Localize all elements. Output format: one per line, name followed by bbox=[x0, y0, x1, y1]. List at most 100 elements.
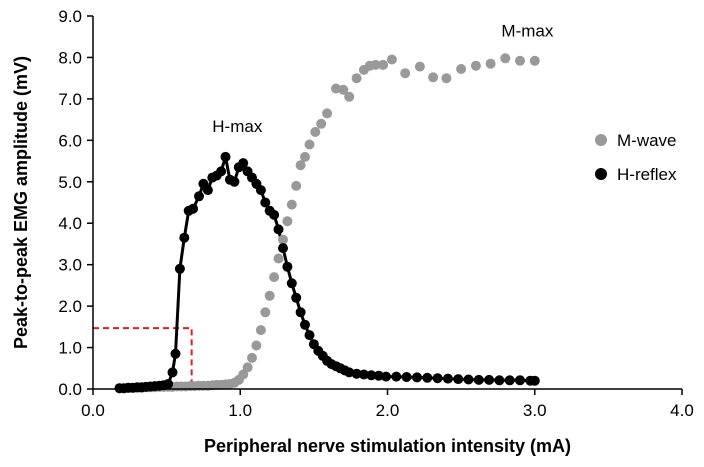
data-point-m-wave bbox=[470, 60, 481, 71]
y-tick-label: 1.0 bbox=[58, 339, 82, 358]
x-tick-label: 0.0 bbox=[81, 401, 105, 420]
x-axis-title: Peripheral nerve stimulation intensity (… bbox=[204, 436, 571, 456]
data-point-m-wave bbox=[295, 160, 306, 171]
data-point-h-reflex bbox=[269, 209, 280, 220]
data-point-m-wave bbox=[351, 73, 362, 84]
data-point-h-reflex bbox=[453, 374, 464, 385]
data-point-h-reflex bbox=[167, 367, 178, 378]
y-tick-label: 3.0 bbox=[58, 256, 82, 275]
data-point-m-wave bbox=[485, 58, 496, 69]
data-point-m-wave bbox=[414, 61, 425, 72]
annotation-m-max: M-max bbox=[501, 22, 553, 41]
data-point-h-reflex bbox=[351, 368, 362, 379]
data-point-h-reflex bbox=[194, 191, 204, 202]
data-point-m-wave bbox=[316, 118, 327, 129]
data-point-m-wave bbox=[322, 108, 333, 119]
x-tick-label: 4.0 bbox=[670, 401, 694, 420]
data-point-h-reflex bbox=[504, 375, 515, 386]
data-point-h-reflex bbox=[260, 197, 271, 208]
data-point-h-reflex bbox=[366, 370, 377, 381]
data-point-h-reflex bbox=[412, 372, 422, 383]
data-point-h-reflex bbox=[216, 166, 227, 177]
data-point-h-reflex bbox=[174, 263, 185, 274]
y-tick-label: 2.0 bbox=[58, 297, 82, 316]
data-point-h-reflex bbox=[529, 375, 540, 386]
data-point-h-reflex bbox=[484, 374, 495, 385]
data-point-h-reflex bbox=[286, 278, 297, 289]
data-point-m-wave bbox=[247, 352, 257, 363]
data-point-h-reflex bbox=[344, 367, 355, 378]
legend-marker-h-reflex bbox=[595, 168, 607, 180]
legend-label-h-reflex: H-reflex bbox=[617, 165, 677, 184]
data-point-h-reflex bbox=[163, 379, 174, 389]
data-point-h-reflex bbox=[422, 372, 433, 383]
data-point-m-wave bbox=[300, 151, 310, 162]
data-point-m-wave bbox=[291, 180, 302, 191]
data-point-m-wave bbox=[264, 290, 275, 301]
data-point-h-reflex bbox=[291, 292, 302, 303]
threshold-dashed-line bbox=[93, 327, 193, 389]
y-tick-label: 6.0 bbox=[58, 131, 82, 150]
data-point-h-reflex bbox=[282, 261, 293, 272]
data-point-m-wave bbox=[255, 325, 266, 336]
data-point-h-reflex bbox=[295, 307, 306, 318]
data-point-m-wave bbox=[260, 307, 271, 318]
legend-marker-m-wave bbox=[595, 134, 607, 146]
data-point-m-wave bbox=[242, 362, 253, 373]
data-point-h-reflex bbox=[188, 203, 199, 214]
data-point-h-reflex bbox=[473, 374, 484, 385]
y-axis-title: Peak-to-peak EMG amplitude (mV) bbox=[11, 56, 31, 349]
data-point-h-reflex bbox=[442, 373, 453, 384]
threshold-marker bbox=[93, 327, 193, 389]
data-point-m-wave bbox=[269, 272, 280, 283]
legend: M-wave H-reflex bbox=[595, 131, 677, 184]
data-point-m-wave bbox=[370, 59, 381, 70]
data-point-h-reflex bbox=[273, 224, 284, 235]
data-point-h-reflex bbox=[202, 185, 213, 196]
data-point-m-wave bbox=[378, 59, 389, 70]
legend-label-m-wave: M-wave bbox=[617, 131, 677, 150]
data-point-m-wave bbox=[273, 253, 284, 264]
data-point-h-reflex bbox=[381, 371, 391, 382]
data-point-m-wave bbox=[456, 64, 467, 74]
tick-labels: 0.0 1.0 2.0 3.0 4.0 5.0 6.0 7.0 8.0 9.0 0.0 1.0 2.0 3… bbox=[58, 7, 693, 420]
data-point-m-wave bbox=[251, 340, 262, 351]
data-point-h-reflex bbox=[463, 374, 474, 385]
x-tick-label: 2.0 bbox=[376, 401, 400, 420]
data-point-m-wave bbox=[441, 73, 452, 84]
y-tick-label: 9.0 bbox=[58, 7, 82, 26]
data-point-h-reflex bbox=[170, 348, 181, 359]
data-point-h-reflex bbox=[494, 375, 505, 386]
data-point-h-reflex bbox=[255, 185, 266, 196]
y-tick-label: 7.0 bbox=[58, 90, 82, 109]
data-point-m-wave bbox=[400, 68, 411, 79]
data-point-m-wave bbox=[286, 199, 297, 210]
data-point-h-reflex bbox=[238, 158, 249, 169]
data-point-h-reflex bbox=[515, 375, 525, 386]
data-point-m-wave bbox=[386, 54, 397, 65]
axes bbox=[87, 15, 683, 395]
x-tick-label: 1.0 bbox=[228, 401, 252, 420]
data-point-m-wave bbox=[529, 55, 540, 66]
data-point-m-wave bbox=[344, 91, 355, 102]
annotation-h-max: H-max bbox=[212, 117, 263, 136]
data-point-h-reflex bbox=[300, 319, 310, 330]
data-point-h-reflex bbox=[358, 369, 369, 380]
data-point-m-wave bbox=[304, 139, 315, 150]
y-tick-label: 5.0 bbox=[58, 173, 82, 192]
data-point-h-reflex bbox=[432, 373, 443, 384]
data-point-m-wave bbox=[338, 84, 349, 95]
y-tick-label: 0.0 bbox=[58, 380, 82, 399]
data-point-h-reflex bbox=[304, 330, 315, 341]
data-point-h-reflex bbox=[220, 151, 231, 162]
data-point-m-wave bbox=[515, 55, 525, 66]
x-tick-label: 3.0 bbox=[523, 401, 547, 420]
data-point-h-reflex bbox=[391, 371, 402, 382]
data-point-h-reflex bbox=[373, 370, 384, 381]
data-point-h-reflex bbox=[229, 176, 240, 187]
data-point-h-reflex bbox=[401, 372, 412, 382]
data-point-m-wave bbox=[310, 127, 321, 137]
data-point-m-wave bbox=[278, 234, 288, 245]
data-point-h-reflex bbox=[278, 243, 288, 254]
